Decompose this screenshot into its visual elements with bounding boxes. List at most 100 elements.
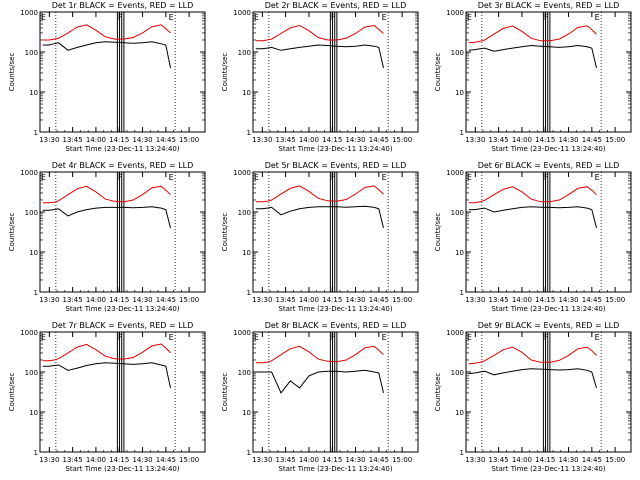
attenuator-marker: F bbox=[544, 173, 549, 182]
attenuator-marker: E bbox=[595, 13, 600, 22]
attenuator-marker: E bbox=[254, 333, 259, 342]
x-tick-label: 14:30 bbox=[558, 136, 578, 144]
series-line-lld bbox=[468, 346, 597, 365]
series-line-lld bbox=[255, 24, 384, 42]
x-tick-label: 13:45 bbox=[489, 296, 509, 304]
chart-title: Det 9r BLACK = Events, RED = LLD bbox=[478, 321, 620, 330]
x-tick-label: 14:45 bbox=[369, 296, 389, 304]
x-tick-label: 14:45 bbox=[582, 456, 602, 464]
x-axis-label: Start Time (23-Dec-11 13:24:40) bbox=[65, 145, 179, 153]
y-tick-label: 10 bbox=[242, 89, 251, 97]
plot-frame bbox=[465, 331, 632, 453]
attenuator-marker: E bbox=[467, 173, 472, 182]
attenuator-marker: E bbox=[41, 173, 46, 182]
chart-panel-6r: Det 6r BLACK = Events, RED = LLD 1 10 100 10… bbox=[434, 161, 632, 313]
chart-panel-8r: Det 8r BLACK = Events, RED = LLD 1 10 100 10… bbox=[221, 321, 419, 473]
series-line-events bbox=[255, 205, 384, 229]
x-tick-label: 14:15 bbox=[109, 456, 129, 464]
x-axis-label: Start Time (23-Dec-11 13:24:40) bbox=[65, 465, 179, 473]
x-axis-label: Start Time (23-Dec-11 13:24:40) bbox=[491, 145, 605, 153]
attenuator-marker: F bbox=[331, 13, 336, 22]
chart-panel-1r: Det 1r BLACK = Events, RED = LLD 1 10 100 10… bbox=[8, 1, 206, 153]
chart-panel-7r: Det 7r BLACK = Events, RED = LLD 1 10 100 10… bbox=[8, 321, 206, 473]
y-tick-label: 100 bbox=[238, 369, 251, 377]
plot-frame bbox=[39, 11, 206, 133]
x-tick-label: 15:00 bbox=[392, 296, 412, 304]
chart-title: Det 7r BLACK = Events, RED = LLD bbox=[52, 321, 194, 330]
x-tick-label: 14:15 bbox=[109, 296, 129, 304]
x-tick-label: 14:00 bbox=[512, 456, 532, 464]
y-tick-label: 10 bbox=[29, 89, 38, 97]
chart-panel-4r: Det 4r BLACK = Events, RED = LLD 1 10 100 10… bbox=[8, 161, 206, 313]
x-tick-label: 15:00 bbox=[392, 456, 412, 464]
plot-frame bbox=[252, 331, 419, 453]
x-tick-label: 15:00 bbox=[179, 456, 199, 464]
plot-frame bbox=[465, 171, 632, 293]
y-tick-label: 100 bbox=[25, 209, 38, 217]
series-line-events bbox=[255, 369, 384, 394]
attenuator-marker: E bbox=[41, 333, 46, 342]
x-tick-label: 13:45 bbox=[63, 456, 83, 464]
x-tick-label: 13:45 bbox=[489, 456, 509, 464]
x-tick-label: 13:30 bbox=[465, 296, 485, 304]
y-tick-label: 10 bbox=[29, 249, 38, 257]
series-line-events bbox=[468, 206, 597, 229]
y-tick-label: 1000 bbox=[446, 9, 464, 17]
x-tick-label: 14:00 bbox=[86, 296, 106, 304]
x-tick-label: 13:45 bbox=[63, 296, 83, 304]
x-tick-label: 15:00 bbox=[179, 136, 199, 144]
x-tick-label: 14:00 bbox=[86, 136, 106, 144]
x-tick-label: 13:45 bbox=[276, 456, 296, 464]
x-tick-label: 13:30 bbox=[465, 136, 485, 144]
series-line-lld bbox=[42, 24, 171, 41]
attenuator-marker: E bbox=[41, 13, 46, 22]
plot-frame bbox=[252, 11, 419, 133]
x-tick-label: 14:30 bbox=[132, 136, 152, 144]
x-tick-label: 14:30 bbox=[558, 296, 578, 304]
plot-frame bbox=[39, 171, 206, 293]
y-tick-label: 10 bbox=[455, 249, 464, 257]
y-tick-label: 100 bbox=[25, 369, 38, 377]
plot-frame bbox=[252, 171, 419, 293]
x-tick-label: 15:00 bbox=[605, 456, 625, 464]
attenuator-marker: F bbox=[118, 173, 123, 182]
attenuator-marker: E bbox=[467, 333, 472, 342]
x-tick-label: 14:45 bbox=[582, 296, 602, 304]
y-tick-label: 100 bbox=[451, 209, 464, 217]
y-tick-label: 100 bbox=[238, 209, 251, 217]
y-tick-label: 1 bbox=[34, 129, 38, 137]
x-tick-label: 14:30 bbox=[345, 456, 365, 464]
chart-title: Det 6r BLACK = Events, RED = LLD bbox=[478, 161, 620, 170]
x-tick-label: 14:30 bbox=[132, 456, 152, 464]
attenuator-marker: E bbox=[382, 333, 387, 342]
x-tick-label: 14:00 bbox=[299, 296, 319, 304]
y-axis-label: Counts/sec bbox=[434, 373, 442, 412]
plot-frame bbox=[465, 11, 632, 133]
y-tick-label: 1 bbox=[247, 129, 251, 137]
y-tick-label: 1 bbox=[460, 449, 464, 457]
x-tick-label: 14:15 bbox=[109, 136, 129, 144]
x-tick-label: 14:00 bbox=[86, 456, 106, 464]
y-tick-label: 10 bbox=[455, 409, 464, 417]
series-line-events bbox=[468, 44, 597, 69]
x-tick-label: 13:45 bbox=[276, 136, 296, 144]
attenuator-marker: F bbox=[331, 333, 336, 342]
x-tick-label: 15:00 bbox=[605, 136, 625, 144]
chart-title: Det 1r BLACK = Events, RED = LLD bbox=[52, 1, 194, 10]
x-tick-label: 13:30 bbox=[39, 136, 59, 144]
y-tick-label: 10 bbox=[242, 249, 251, 257]
x-tick-label: 14:30 bbox=[345, 136, 365, 144]
chart-title: Det 4r BLACK = Events, RED = LLD bbox=[52, 161, 194, 170]
y-tick-label: 100 bbox=[451, 369, 464, 377]
series-line-lld bbox=[255, 185, 384, 203]
x-axis-label: Start Time (23-Dec-11 13:24:40) bbox=[278, 305, 392, 313]
x-axis-label: Start Time (23-Dec-11 13:24:40) bbox=[278, 145, 392, 153]
y-tick-label: 1000 bbox=[20, 329, 38, 337]
y-tick-label: 100 bbox=[25, 49, 38, 57]
x-tick-label: 13:30 bbox=[252, 136, 272, 144]
y-tick-label: 100 bbox=[238, 49, 251, 57]
x-tick-label: 13:30 bbox=[465, 456, 485, 464]
y-tick-label: 1000 bbox=[20, 9, 38, 17]
series-line-lld bbox=[42, 343, 171, 362]
series-line-lld bbox=[255, 345, 384, 364]
